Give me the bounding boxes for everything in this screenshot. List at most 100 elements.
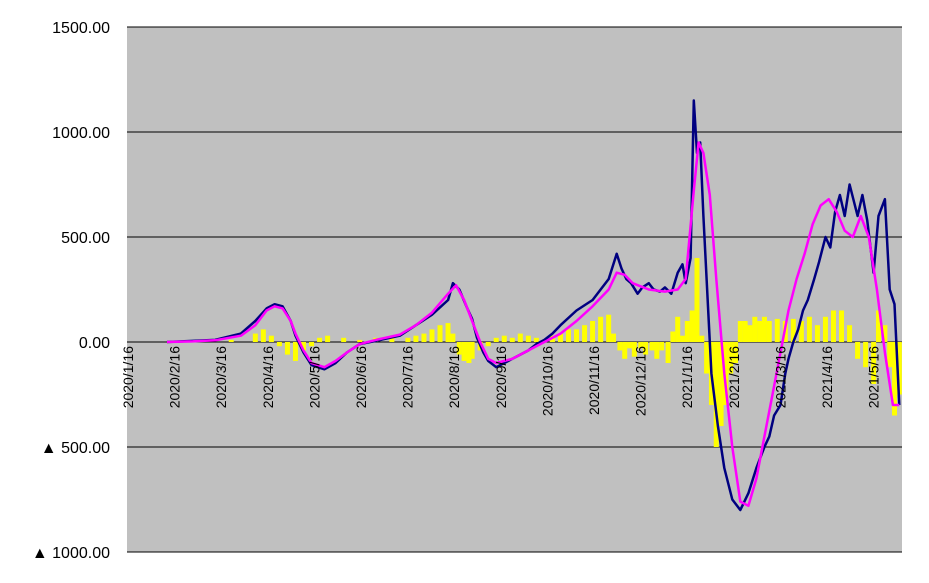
bar (268, 335, 274, 342)
bar (445, 323, 451, 342)
bar (814, 325, 820, 342)
x-tick-label: 2021/5/16 (866, 346, 882, 408)
x-tick-label: 2020/2/16 (167, 346, 183, 408)
bar (798, 321, 804, 342)
bar (260, 329, 266, 342)
bar (228, 339, 234, 342)
bar (892, 342, 898, 416)
bar (509, 337, 515, 342)
bar (694, 258, 700, 342)
bar (766, 321, 772, 342)
series-line-1 (166, 141, 900, 508)
bar (276, 342, 282, 347)
bar (830, 310, 836, 342)
bar (450, 333, 456, 342)
bar (670, 331, 676, 342)
bar (574, 329, 580, 342)
y-tick-label: ▲ 1000.00 (32, 545, 110, 562)
bar (590, 321, 596, 342)
bar (309, 342, 315, 347)
x-tick-label: 2020/1/16 (120, 346, 136, 408)
bar (774, 318, 780, 342)
bar (790, 318, 796, 342)
bar (610, 333, 616, 342)
bar (699, 335, 705, 342)
bar (252, 333, 258, 342)
x-tick-label: 2020/6/16 (353, 346, 369, 408)
bar (429, 329, 435, 342)
bar (839, 310, 845, 342)
bar (606, 314, 612, 342)
bar (341, 337, 347, 342)
bar (689, 310, 695, 342)
x-tick-label: 2020/5/16 (306, 346, 322, 408)
bar (747, 325, 753, 342)
x-tick-label: 2021/3/16 (772, 346, 788, 408)
y-tick-labels: 1500.00 1000.00 500.00 0.00 ▲ 500.00 ▲ 1000.0… (32, 20, 110, 562)
bar (566, 329, 571, 342)
bar (284, 342, 290, 355)
bar (622, 342, 628, 359)
x-tick-label: 2020/8/16 (446, 346, 462, 408)
x-tick-label: 2020/11/16 (586, 346, 602, 415)
bar (469, 342, 475, 359)
bar (317, 337, 323, 342)
bar (301, 342, 307, 351)
bar (728, 342, 734, 374)
bar (325, 335, 331, 342)
bar (557, 333, 563, 342)
x-tick-label: 2020/12/16 (633, 346, 649, 416)
bar (617, 342, 623, 351)
bar (501, 335, 507, 342)
bar (704, 342, 710, 374)
bar (437, 325, 443, 342)
bar (875, 310, 881, 342)
bar (822, 316, 828, 342)
bar (665, 342, 671, 363)
bar (421, 333, 427, 342)
bar (733, 342, 739, 363)
bar (598, 316, 604, 342)
bar (357, 339, 363, 342)
bar (405, 337, 411, 342)
bar (292, 342, 298, 361)
bar (627, 342, 633, 349)
yellow-bar-series (228, 258, 902, 447)
bar (493, 337, 499, 342)
bar (752, 316, 758, 342)
x-tick-label: 2021/2/16 (726, 346, 742, 408)
bar (887, 342, 893, 368)
bar (806, 316, 812, 342)
x-tick-label: 2021/4/16 (819, 346, 835, 408)
bar (675, 316, 681, 342)
y-tick-label: 0.00 (79, 335, 110, 352)
bar (723, 342, 729, 405)
bar (737, 321, 743, 342)
bar (466, 342, 472, 363)
x-tick-label: 2020/10/16 (539, 346, 555, 416)
bar (582, 325, 588, 342)
bar (456, 342, 462, 355)
x-tick-label: 2020/4/16 (260, 346, 276, 408)
bar (855, 342, 861, 359)
y-tick-label: 500.00 (61, 230, 110, 247)
bar (389, 337, 395, 342)
bar (638, 342, 644, 349)
y-tick-label: ▲ 500.00 (41, 440, 110, 457)
bar (718, 342, 724, 426)
bar (413, 335, 419, 342)
y-tick-label: 1500.00 (52, 20, 110, 37)
bar (654, 342, 660, 359)
x-tick-label: 2021/1/16 (679, 346, 695, 408)
y-tick-label: 1000.00 (52, 125, 110, 142)
plot-area (127, 27, 902, 552)
line-series-group (166, 99, 901, 512)
bar (643, 342, 649, 355)
bar (882, 325, 888, 342)
bar (684, 321, 690, 342)
bar (649, 342, 655, 351)
bar (680, 335, 686, 342)
bar (533, 337, 539, 342)
x-tick-label: 2020/3/16 (213, 346, 229, 408)
